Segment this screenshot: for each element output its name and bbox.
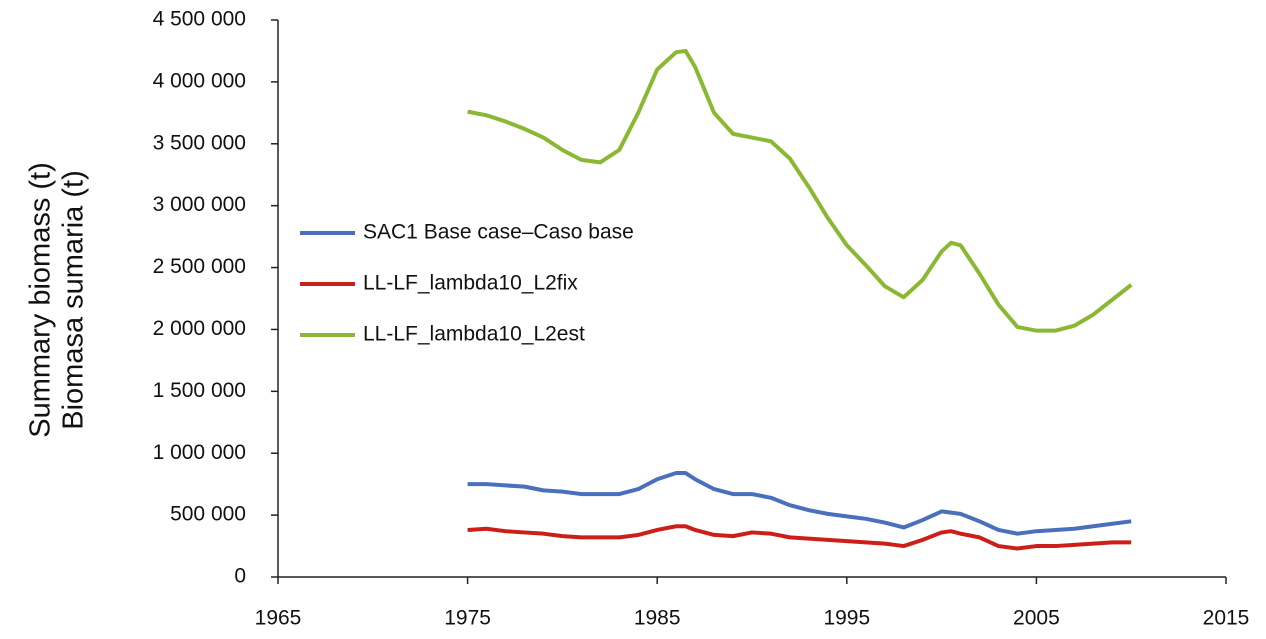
y-axis-label: Biomasa sumaria (t) [58, 170, 90, 429]
x-tick-label: 1965 [255, 607, 302, 630]
y-tick-label: 4 000 000 [153, 69, 246, 92]
y-tick-label: 3 500 000 [153, 131, 246, 154]
x-tick-label: 1975 [444, 607, 491, 630]
y-tick-label: 4 500 000 [153, 8, 246, 31]
legend-label: LL-LF_lambda10_L2fix [363, 272, 578, 295]
x-tick-label: 2015 [1203, 607, 1250, 630]
x-tick-label: 1985 [634, 607, 681, 630]
y-axis-label: Summary biomass (t) [25, 162, 57, 438]
x-tick-label: 2005 [1013, 607, 1060, 630]
y-tick-label: 1 000 000 [153, 441, 246, 464]
x-tick-label: 1995 [823, 607, 870, 630]
legend-label: LL-LF_lambda10_L2est [363, 323, 585, 346]
y-tick-label: 2 000 000 [153, 317, 246, 340]
y-tick-label: 500 000 [170, 503, 246, 526]
y-tick-label: 0 [234, 565, 246, 588]
y-tick-label: 1 500 000 [153, 379, 246, 402]
legend-label: SAC1 Base case–Caso base [363, 221, 634, 244]
series-line [467, 471, 1132, 536]
series-line [467, 524, 1132, 551]
y-tick-label: 2 500 000 [153, 255, 246, 278]
series-line [467, 48, 1133, 333]
y-tick-label: 3 000 000 [153, 193, 246, 216]
